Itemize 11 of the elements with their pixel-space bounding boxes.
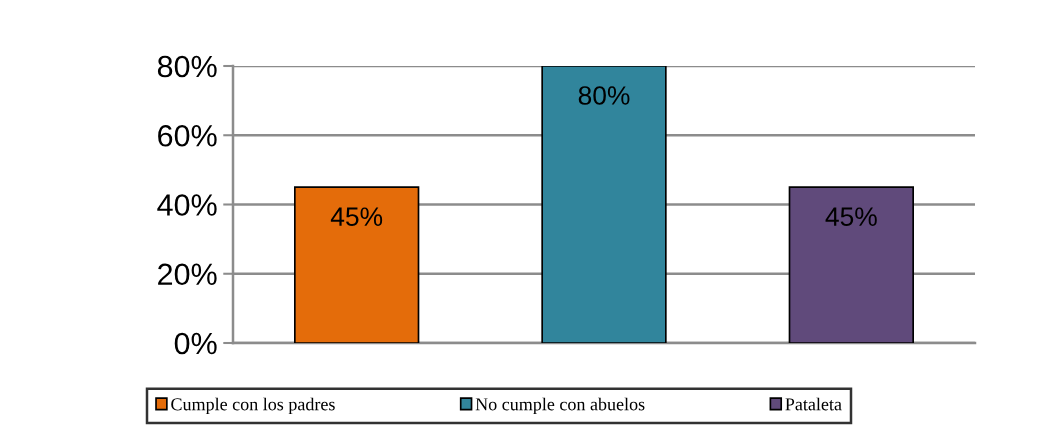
y-tick-label: 40%	[157, 194, 217, 216]
y-tick-label: 20%	[158, 263, 217, 286]
data-label: 80%	[578, 86, 630, 105]
y-tick-label: 0%	[174, 332, 217, 355]
data-label: 45%	[330, 207, 383, 227]
legend-label: Cumple con los padres	[171, 397, 335, 415]
y-tick-label: 60%	[158, 124, 217, 147]
data-label: 45%	[825, 207, 877, 227]
legend-label: No cumple con abuelos	[475, 397, 645, 415]
y-tick-label: 80%	[157, 55, 217, 78]
legend-label: Pataleta	[785, 397, 842, 411]
